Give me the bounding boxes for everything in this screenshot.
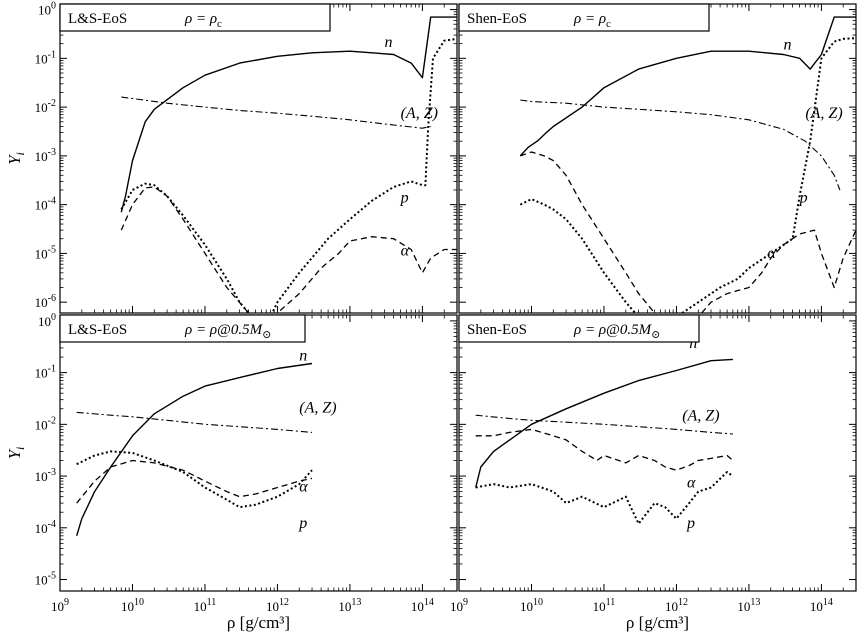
series-line-3	[76, 450, 313, 509]
title-box-frame	[59, 314, 306, 343]
series-line-3	[120, 186, 457, 313]
series-line-0	[76, 362, 313, 537]
series-label-2: p	[799, 190, 808, 207]
series-label-1: (A, Z)	[805, 105, 842, 122]
series-line-0	[120, 16, 457, 213]
y-tick-label: 10-3	[35, 147, 56, 164]
y-tick-label: 10-5	[35, 244, 56, 261]
panel-3: 10-5 10-4 10-3 10-2 10-1 100 109 1010 1011 1012 10…	[5, 312, 458, 632]
panel-title-rho: ρ = ρ@0.5M⊙	[573, 322, 660, 341]
series-group	[76, 362, 313, 537]
series-label-2: p	[400, 190, 409, 207]
x-tick-label: 1010	[520, 597, 543, 614]
x-axis-label: ρ [g/cm³]	[227, 613, 290, 632]
x-tick-label: 1011	[194, 597, 217, 614]
y-tick-label: 10-5	[35, 571, 56, 588]
y-tick-label: 10-6	[35, 293, 56, 310]
series-group	[120, 16, 457, 313]
panel-title-box: Shen-EoS ρ = ρ@0.5M⊙	[458, 314, 700, 343]
panel-title-eos: L&S-EoS	[68, 11, 127, 27]
panel-title-rho: ρ = ρc	[573, 11, 611, 30]
series-label-0: n	[299, 348, 307, 365]
panel-title-box: L&S-EoS ρ = ρ@0.5M⊙	[59, 314, 306, 343]
series-line-0	[519, 16, 856, 157]
y-tick-label: 10-2	[35, 415, 56, 432]
series-label-2: α	[299, 479, 308, 496]
series-group	[519, 16, 856, 313]
x-tick-label: 1013	[737, 597, 760, 614]
series-label-3: α	[401, 243, 410, 260]
x-tick-label: 1012	[665, 597, 688, 614]
panel-title-eos: Shen-EoS	[467, 11, 527, 27]
panel-title-rho: ρ = ρ@0.5M⊙	[184, 322, 271, 341]
panel-title-box: L&S-EoS ρ = ρc	[59, 3, 331, 32]
y-tick-label: 100	[38, 1, 56, 18]
series-line-1	[520, 99, 841, 191]
y-tick-label: 10-4	[35, 519, 56, 536]
series-line-2	[519, 37, 856, 313]
y-tick-label: 10-3	[35, 467, 56, 484]
series-label-1: (A, Z)	[299, 399, 336, 416]
series-line-2	[120, 37, 457, 313]
plot-frame	[458, 3, 857, 314]
series-label-0: n	[689, 335, 697, 352]
series-label-3: p	[686, 515, 695, 532]
panel-4: 109 1010 1011 1012 1013 1014 n (A, Z) α p Shen-EoS…	[450, 314, 857, 632]
series-line-2	[475, 428, 734, 471]
x-tick-label: 1012	[266, 597, 289, 614]
y-tick-label: 100	[38, 312, 56, 329]
panel-title-box: Shen-EoS ρ = ρc	[458, 3, 710, 32]
x-tick-label: 1013	[338, 597, 361, 614]
series-line-1	[76, 411, 313, 433]
y-tick-label: 10-2	[35, 98, 56, 115]
series-group	[475, 358, 734, 525]
series-line-2	[76, 459, 313, 504]
series-line-1	[475, 414, 733, 435]
x-tick-label: 1011	[593, 597, 616, 614]
x-axis-label: ρ [g/cm³]	[626, 613, 689, 632]
x-tick-label: 1014	[411, 597, 434, 614]
series-line-3	[520, 151, 856, 313]
series-line-1	[121, 96, 431, 129]
title-box-frame	[59, 3, 331, 32]
series-label-3: p	[298, 515, 307, 532]
panel-title-eos: Shen-EoS	[467, 322, 527, 338]
series-label-1: (A, Z)	[682, 407, 719, 424]
y-tick-label: 10-1	[35, 364, 56, 381]
y-axis-label: Yi	[5, 447, 27, 460]
series-label-3: α	[767, 245, 776, 262]
title-box-frame	[458, 3, 710, 32]
panel-2: n (A, Z) p α Shen-EoS ρ = ρc	[458, 3, 857, 314]
plot-frame	[458, 314, 857, 592]
x-tick-label: 109	[51, 597, 69, 614]
y-axis-label: Yi	[5, 152, 27, 165]
x-tick-label: 1010	[121, 597, 144, 614]
series-label-0: n	[385, 34, 393, 51]
panel-1: 10-6 10-5 10-4 10-3 10-2 10-1 100 n (A, Z) p α L&S-…	[5, 1, 458, 314]
y-tick-label: 10-1	[35, 49, 56, 66]
series-label-0: n	[784, 37, 792, 54]
x-tick-label: 1014	[810, 597, 833, 614]
series-line-0	[475, 358, 733, 488]
y-tick-label: 10-4	[35, 196, 56, 213]
series-label-1: (A, Z)	[401, 105, 438, 122]
series-label-2: α	[687, 475, 696, 492]
plot-frame	[59, 3, 458, 314]
title-box-frame	[458, 314, 700, 343]
x-tick-label: 109	[450, 597, 468, 614]
panel-title-eos: L&S-EoS	[68, 322, 127, 338]
panel-title-rho: ρ = ρc	[184, 11, 222, 30]
